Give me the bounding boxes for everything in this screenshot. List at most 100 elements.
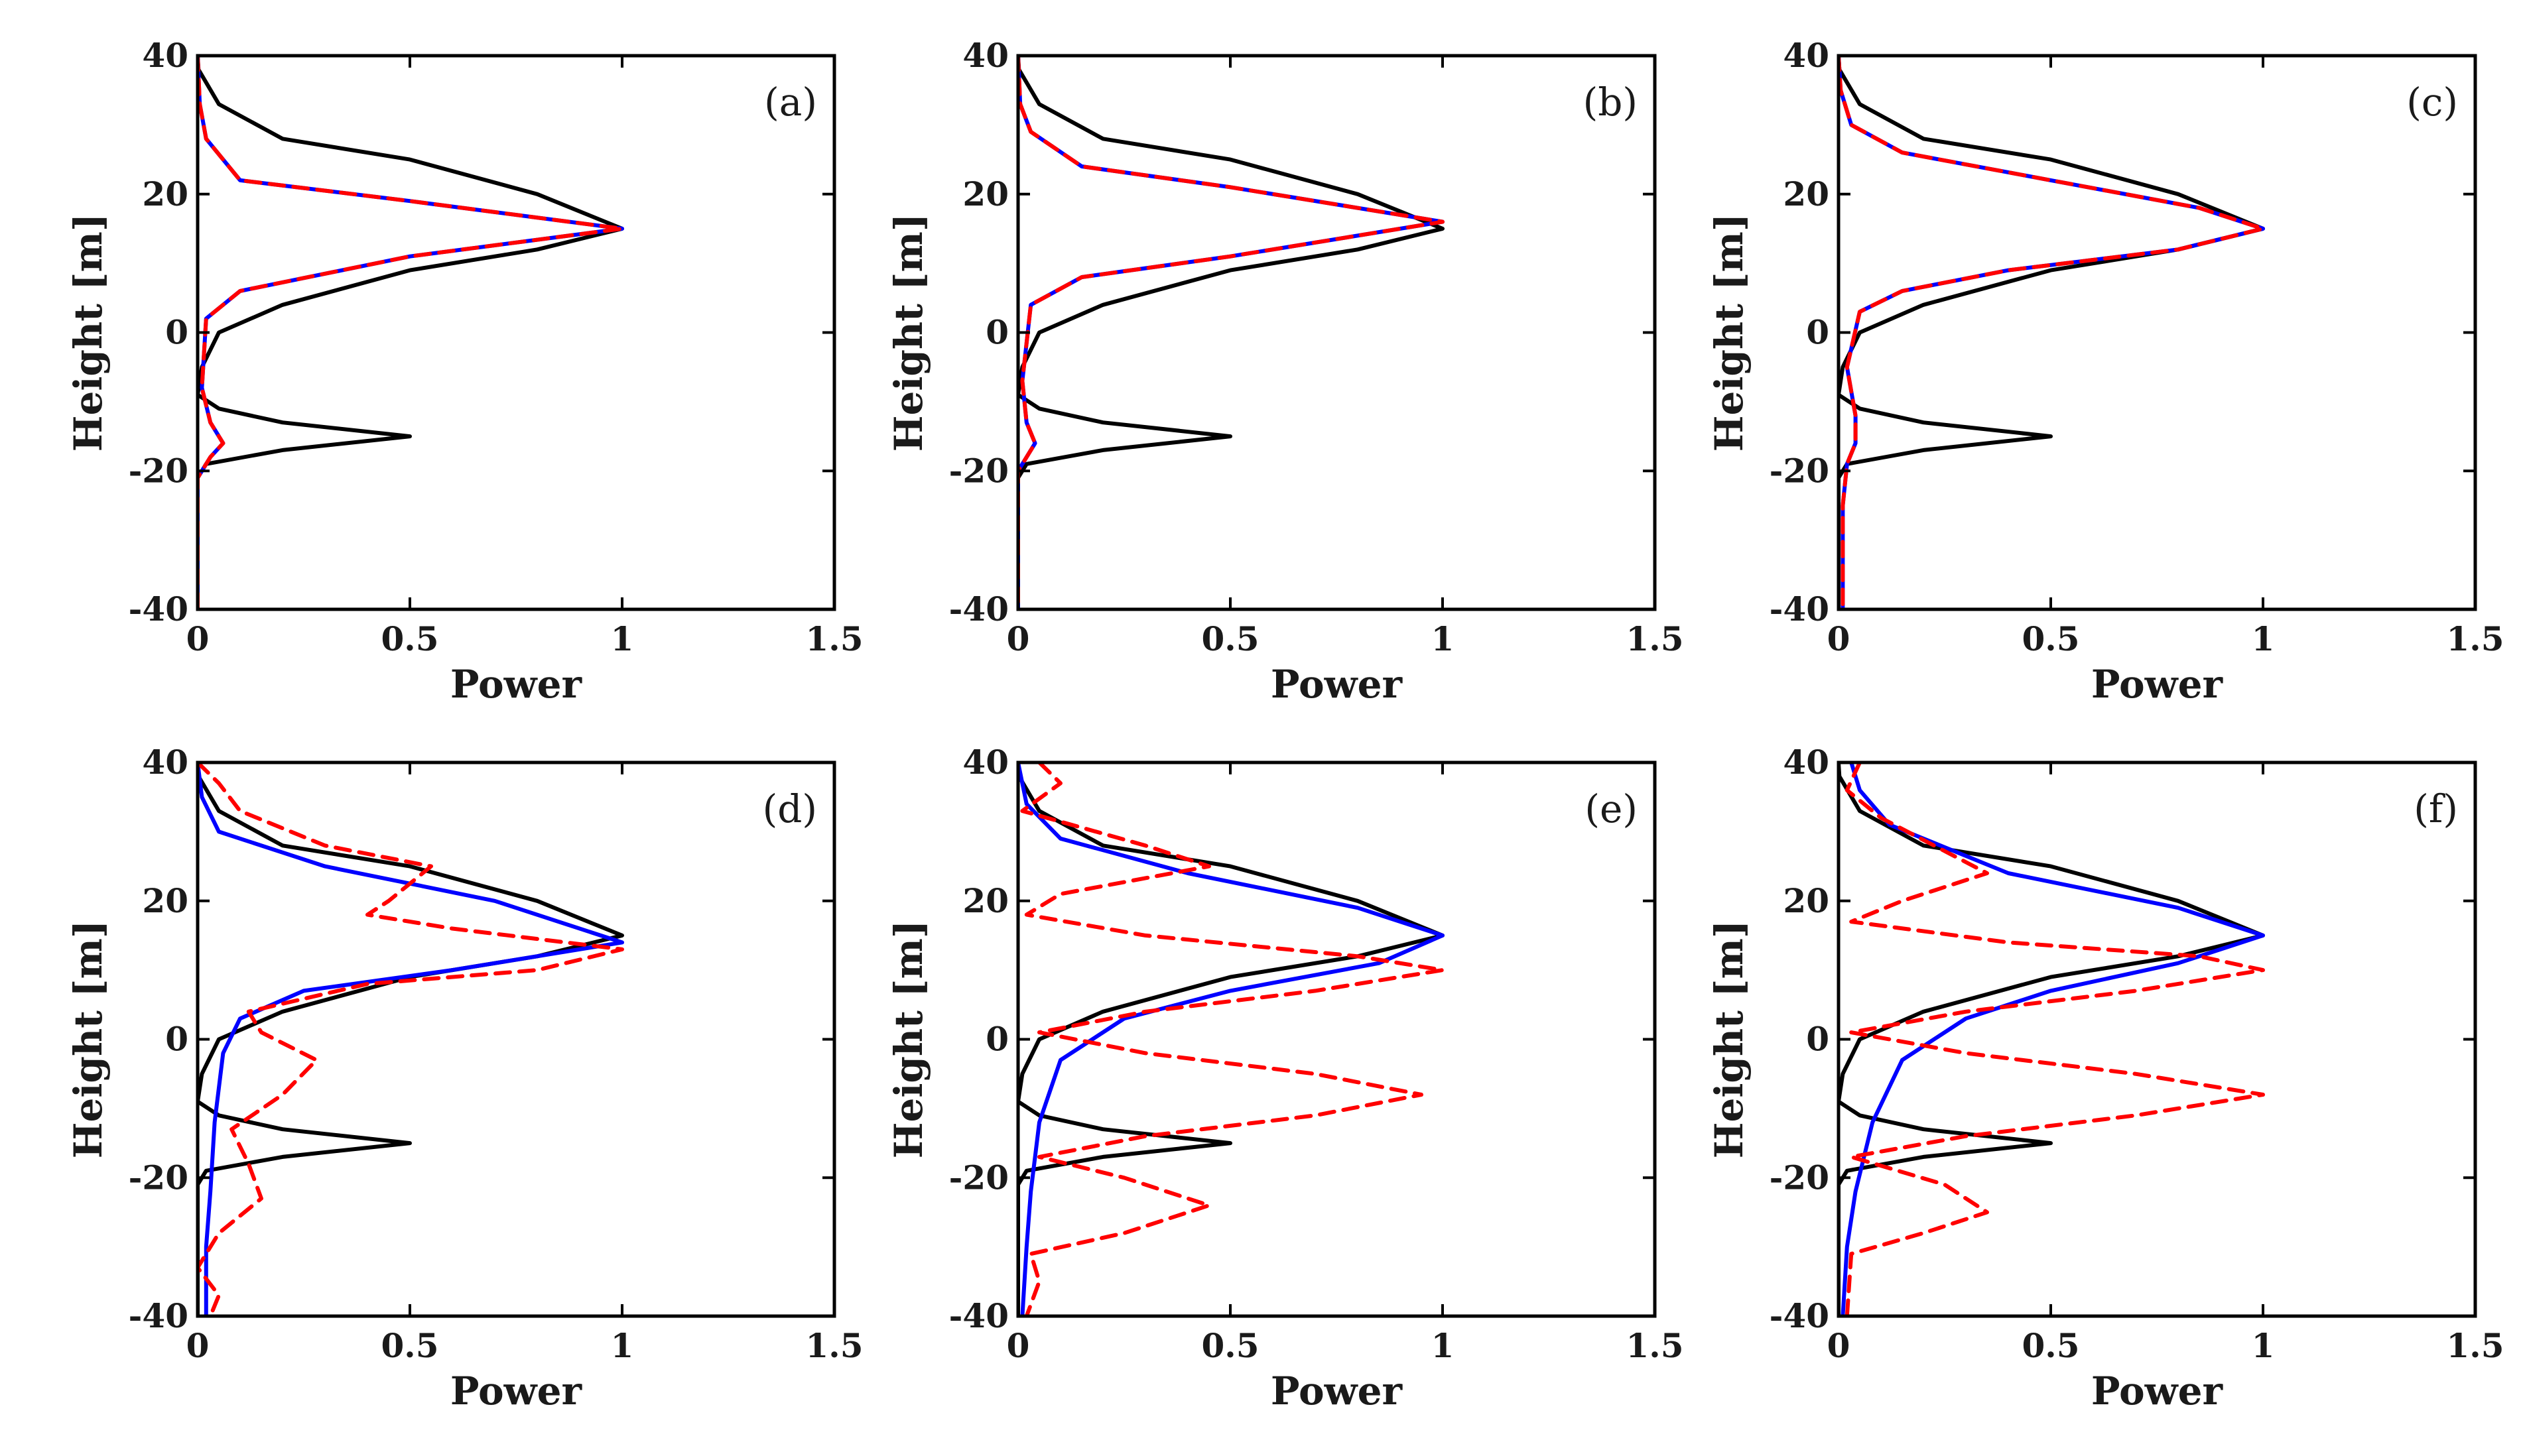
y-tick-label: 20 [1783,881,1829,920]
y-tick-label: 40 [962,36,1009,75]
y-axis-label: Height [m] [1707,920,1752,1159]
x-tick-label: 1.5 [806,619,864,658]
y-tick-label: -40 [949,589,1009,629]
y-tick-label: -20 [129,451,188,490]
panel-label: (b) [1583,80,1638,125]
series-blue-line [198,56,624,609]
series-blue-line [1841,762,2265,1316]
y-tick-label: 40 [142,36,188,75]
series-reference-line [1839,762,2265,1316]
panel-d: 0 0.5 1 1.5 -40 -20 0 20 40 Power Height [m] (d) [66,743,864,1414]
y-tick-label: 40 [1783,36,1829,75]
x-tick-label: 0 [1827,1326,1850,1365]
y-tick-label: 0 [986,313,1009,352]
series-red-line [198,56,624,609]
y-tick-label: 0 [165,1020,188,1059]
y-axis-label: Height [m] [66,213,111,452]
x-tick-label: 1 [1431,619,1455,658]
x-tick-label: 0.5 [1202,619,1260,658]
x-tick-label: 0.5 [2022,619,2080,658]
series-blue-line [198,762,624,1316]
y-tick-label: 20 [142,174,188,213]
x-tick-label: 0 [1007,619,1030,658]
series-blue-line [1839,56,2265,609]
x-tick-label: 1 [1431,1326,1455,1365]
panel-a: 0 0.5 1 1.5 -40 -20 0 20 40 Power Height [m] (a) [66,36,864,707]
x-tick-label: 1 [2252,1326,2275,1365]
y-tick-label: -40 [949,1296,1009,1335]
x-tick-label: 1.5 [1626,1326,1684,1365]
series-reference-line [1018,762,1445,1316]
x-tick-label: 1 [2252,619,2275,658]
series-reference-line [198,762,624,1316]
x-tick-label: 0.5 [1202,1326,1260,1365]
panel-e: 0 0.5 1 1.5 -40 -20 0 20 40 Power Height [m] (e) [886,743,1684,1414]
x-axis-label: Power [450,1368,583,1414]
y-tick-label: -20 [1770,451,1829,490]
y-tick-label: -20 [1770,1158,1829,1197]
y-tick-label: -20 [949,1158,1009,1197]
x-axis-label: Power [2091,1368,2224,1414]
panel-label: (a) [764,80,817,125]
x-axis-label: Power [1271,662,1403,707]
series-group [198,762,624,1316]
y-tick-label: 20 [1783,174,1829,213]
y-axis-label: Height [m] [886,920,931,1159]
series-group [1839,762,2265,1316]
y-tick-label: 20 [962,174,1009,213]
series-group [1018,56,1445,609]
series-red-line [1020,762,1445,1316]
x-tick-label: 1.5 [2447,1326,2504,1365]
series-red-line [1844,762,2265,1316]
y-tick-label: 40 [1783,743,1829,782]
y-axis-label: Height [m] [1707,213,1752,452]
y-tick-label: 40 [962,743,1009,782]
series-group [1018,762,1445,1316]
series-reference-line [1839,56,2265,609]
panel-b: 0 0.5 1 1.5 -40 -20 0 20 40 Power Height [m] (b) [886,36,1684,707]
y-tick-label: 20 [142,881,188,920]
x-axis-label: Power [1271,1368,1403,1414]
panel-label: (e) [1585,786,1638,831]
series-reference-line [1018,56,1445,609]
series-blue-line [1018,56,1445,609]
y-tick-label: 0 [1806,313,1829,352]
panel-c: 0 0.5 1 1.5 -40 -20 0 20 40 Power Height [m] (c) [1707,36,2504,707]
y-tick-label: -20 [949,451,1009,490]
series-red-line [198,762,624,1316]
x-tick-label: 0 [186,619,210,658]
y-tick-label: -40 [129,589,188,629]
y-tick-label: 20 [962,881,1009,920]
series-group [198,56,624,609]
panel-label: (d) [763,786,817,831]
series-red-line [1839,56,2265,609]
panel-f: 0 0.5 1 1.5 -40 -20 0 20 40 Power Height [m] (f) [1707,743,2504,1414]
y-tick-label: -40 [129,1296,188,1335]
panel-label: (f) [2414,786,2458,831]
x-tick-label: 0.5 [381,1326,439,1365]
y-tick-label: -40 [1770,589,1829,629]
y-tick-label: 0 [986,1020,1009,1059]
x-tick-label: 1 [611,1326,634,1365]
x-tick-label: 1.5 [1626,619,1684,658]
y-axis-label: Height [m] [66,920,111,1159]
x-tick-label: 0.5 [381,619,439,658]
x-tick-label: 0 [186,1326,210,1365]
x-tick-label: 0 [1007,1326,1030,1365]
x-tick-label: 0 [1827,619,1850,658]
x-tick-label: 1 [611,619,634,658]
series-red-line [1018,56,1445,609]
x-tick-label: 1.5 [806,1326,864,1365]
x-tick-label: 0.5 [2022,1326,2080,1365]
y-tick-label: 40 [142,743,188,782]
y-tick-label: -40 [1770,1296,1829,1335]
y-axis-label: Height [m] [886,213,931,452]
series-group [1839,56,2265,609]
x-axis-label: Power [2091,662,2224,707]
series-blue-line [1018,762,1445,1316]
panel-label: (c) [2406,80,2458,125]
y-tick-label: 0 [165,313,188,352]
x-axis-label: Power [450,662,583,707]
y-tick-label: 0 [1806,1020,1829,1059]
